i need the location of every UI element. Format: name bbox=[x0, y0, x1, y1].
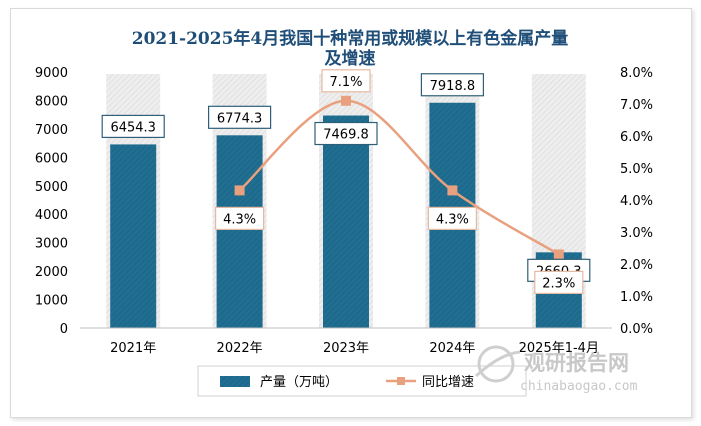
bar bbox=[323, 115, 369, 328]
bar-value-label: 7918.8 bbox=[430, 79, 476, 94]
line-point bbox=[341, 95, 351, 106]
chart-title-line-1: 2021-2025年4月我国十种常用或规模以上有色金属产量 bbox=[132, 28, 569, 49]
bar bbox=[110, 144, 157, 328]
legend-bar-swatch bbox=[220, 376, 250, 387]
y-left-tick-label: 8000 bbox=[35, 94, 68, 109]
y-left-tick-label: 2000 bbox=[35, 265, 68, 280]
legend-frame bbox=[197, 365, 527, 397]
y-right-tick-label: 4.0% bbox=[620, 194, 653, 209]
watermark-logo-icon bbox=[477, 345, 515, 383]
x-tick-label: 2025年1-4月 bbox=[519, 341, 599, 356]
x-axis: 2021年 2022年 2023年 2024年 2025年1-4月 bbox=[110, 341, 599, 356]
y-axis-right: 0.0% 1.0% 2.0% 3.0% 4.0% 5.0% 6.0% 7.0% 8.0% bbox=[620, 66, 653, 337]
y-left-tick-label: 6000 bbox=[35, 151, 68, 166]
bar-value-label-box bbox=[420, 73, 484, 97]
watermark: 观研报告网 chinabaogao.com bbox=[474, 345, 638, 394]
growth-value-label: 4.3% bbox=[223, 212, 256, 227]
bar-series bbox=[106, 74, 586, 328]
y-left-tick-label: 3000 bbox=[35, 237, 68, 252]
growth-value-label-box bbox=[427, 206, 477, 230]
y-left-tick-label: 9000 bbox=[35, 66, 68, 81]
bar-value-label: 6454.3 bbox=[110, 120, 156, 135]
chart-title-line-2: 及增速 bbox=[325, 48, 376, 69]
y-right-tick-label: 3.0% bbox=[620, 226, 653, 241]
x-tick-label: 2022年 bbox=[217, 341, 263, 356]
growth-line bbox=[238, 99, 560, 256]
x-tick-label: 2024年 bbox=[429, 341, 475, 356]
growth-value-label-box bbox=[321, 69, 371, 93]
y-left-tick-label: 4000 bbox=[35, 208, 68, 223]
y-right-tick-label: 0.0% bbox=[620, 322, 653, 337]
y-left-tick-label: 0 bbox=[60, 322, 68, 337]
x-tick-label: 2021年 bbox=[110, 341, 156, 356]
bar-value-label: 7469.8 bbox=[323, 128, 369, 143]
legend-bar-label: 产量（万吨） bbox=[260, 375, 338, 390]
bar-value-label-box bbox=[314, 121, 378, 146]
line-series bbox=[234, 95, 564, 260]
y-right-tick-label: 7.0% bbox=[620, 98, 653, 113]
legend-line-label: 同比增速 bbox=[422, 375, 474, 390]
bar-value-label: 6774.3 bbox=[217, 111, 263, 126]
y-right-tick-label: 8.0% bbox=[620, 66, 653, 81]
growth-value-label-box bbox=[534, 270, 584, 294]
bar-value-label-box bbox=[208, 105, 272, 129]
x-tick-label: 2023年 bbox=[323, 341, 369, 356]
y-right-tick-label: 5.0% bbox=[620, 162, 653, 177]
line-point bbox=[553, 249, 564, 260]
bar-value-label-box bbox=[101, 114, 165, 139]
line-point bbox=[234, 185, 245, 196]
y-left-tick-label: 5000 bbox=[35, 180, 68, 195]
y-axis-left: 0 1000 2000 3000 4000 5000 6000 7000 8000 9000 bbox=[35, 66, 68, 337]
y-right-tick-label: 6.0% bbox=[620, 130, 653, 145]
y-left-tick-label: 7000 bbox=[35, 123, 68, 138]
bar bbox=[216, 135, 263, 328]
watermark-cn: 观研报告网 bbox=[524, 351, 629, 375]
legend: 产量（万吨） 同比增速 bbox=[197, 365, 527, 397]
line-point bbox=[447, 185, 458, 196]
data-labels: 6454.36774.37469.87918.82660.34.3%7.1%4.… bbox=[101, 69, 591, 294]
legend-line-marker bbox=[397, 377, 405, 385]
watermark-en: chinabaogao.com bbox=[520, 379, 638, 394]
y-left-tick-label: 1000 bbox=[35, 294, 68, 309]
growth-value-label: 2.3% bbox=[542, 276, 575, 291]
growth-value-label: 4.3% bbox=[436, 212, 469, 227]
growth-value-label: 7.1% bbox=[329, 75, 362, 90]
y-right-tick-label: 2.0% bbox=[620, 258, 653, 273]
y-right-tick-label: 1.0% bbox=[620, 290, 653, 305]
growth-value-label-box bbox=[215, 206, 265, 230]
watermark-swoosh-icon bbox=[474, 350, 521, 378]
